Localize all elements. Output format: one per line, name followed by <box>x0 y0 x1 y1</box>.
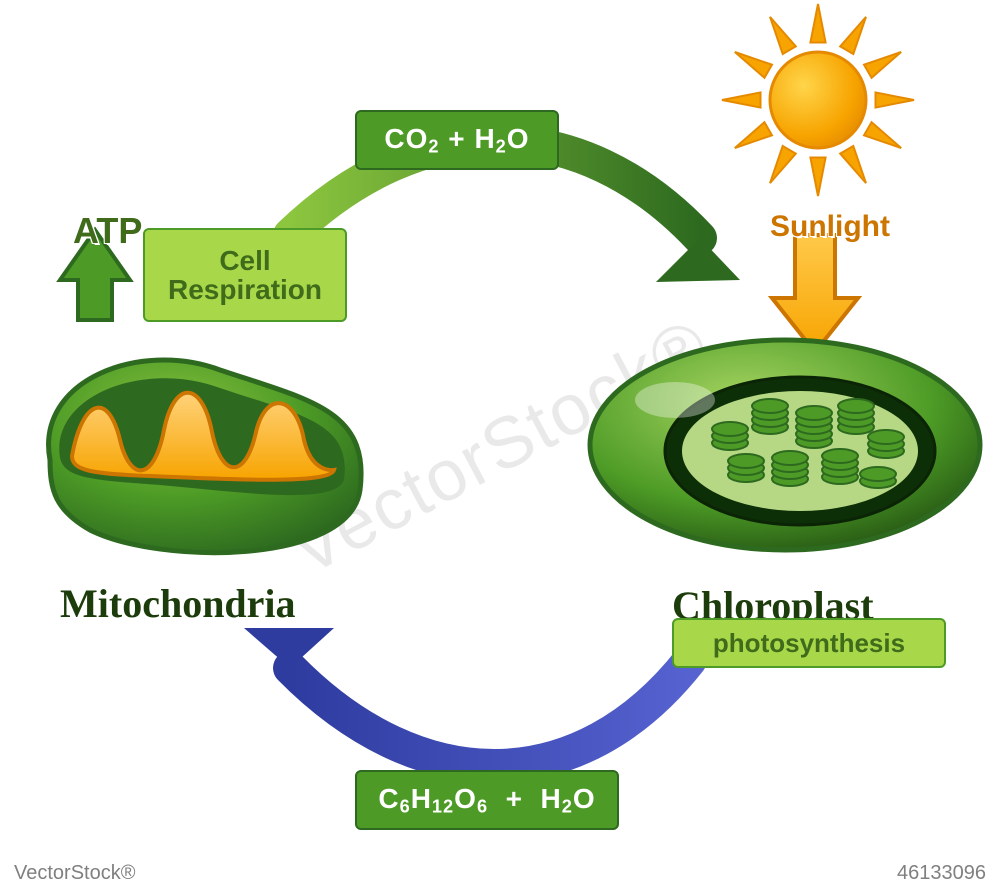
photosynthesis-pill: photosynthesis <box>672 618 946 668</box>
atp-label: ATP <box>73 210 142 252</box>
chloroplast-icon <box>590 340 980 550</box>
formula-top-pill: CO2 + H2O <box>355 110 559 170</box>
formula-bottom-text: C6H12O6 + H2O <box>378 783 595 818</box>
diagram-canvas: VectorStock® VectorStock® 46133096 <box>0 0 1000 893</box>
mitochondria-label: Mitochondria <box>60 580 296 627</box>
formula-bottom-pill: C6H12O6 + H2O <box>355 770 619 830</box>
cell-respiration-text: Cell Respiration <box>168 246 322 305</box>
sunlight-arrow-icon <box>772 235 858 352</box>
mitochondria-icon <box>49 360 362 553</box>
cycle-arrow-bottom <box>244 628 690 766</box>
cell-respiration-pill: Cell Respiration <box>143 228 347 322</box>
formula-top-text: CO2 + H2O <box>384 123 529 158</box>
photosynthesis-text: photosynthesis <box>713 628 905 659</box>
sunlight-label: Sunlight <box>770 210 890 244</box>
sun-icon <box>722 4 914 196</box>
